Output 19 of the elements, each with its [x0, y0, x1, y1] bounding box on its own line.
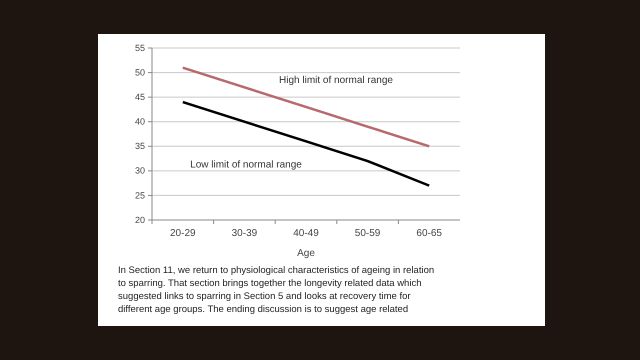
x-axis-title: Age [297, 248, 316, 259]
y-tick-label: 45 [134, 92, 145, 102]
x-tick-label: 60-65 [416, 228, 442, 239]
series-label: High limit of normal range [279, 74, 394, 86]
text: In Section 11, we return to physiological characteristics of ageing in relation to sparring. That section brings together the longevity related data which suggested links to sparring in Section 5 and looks at recovery time for different age groups. The ending discussion is to suggest age related [118, 265, 434, 315]
y-tick-label: 30 [134, 166, 145, 176]
x-tick-label: 30-39 [232, 228, 258, 239]
y-tick-label: 20 [134, 214, 145, 225]
line-series [182, 66, 430, 148]
y-tick-label: 40 [134, 116, 145, 127]
line-series [182, 100, 430, 187]
x-tick-label: 40-49 [293, 228, 320, 239]
x-tick-label: 20-29 [170, 228, 196, 239]
y-tick-label: 35 [134, 141, 145, 152]
series-label: Low limit of normal range [190, 159, 302, 170]
y-tick-label: 55 [134, 42, 145, 53]
y-tick-label: 25 [134, 190, 145, 200]
x-tick-label: 50-59 [354, 228, 381, 239]
y-tick-label: 50 [134, 67, 145, 78]
